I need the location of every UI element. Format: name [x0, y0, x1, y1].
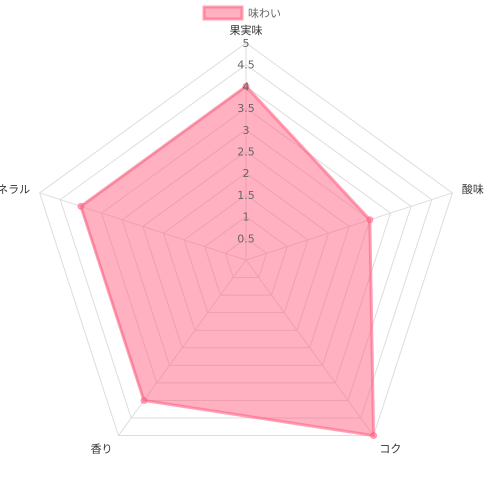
tick-label: 2: [243, 167, 250, 180]
point-label: 酸味: [462, 182, 484, 196]
tick-label: 4.5: [237, 59, 255, 72]
grid-ring: [59, 64, 433, 419]
tick-label: 5: [243, 37, 250, 50]
data-point: [140, 396, 148, 404]
tick-label: 2.5: [237, 146, 255, 159]
tick-label: 4: [243, 80, 250, 93]
tick-label: 3: [243, 124, 250, 137]
legend-label: 味わい: [248, 7, 281, 20]
tick-label: 0.5: [237, 232, 255, 245]
tick-label: 3.5: [237, 102, 255, 115]
point-label: 香り: [91, 443, 113, 456]
data-point: [370, 432, 378, 440]
data-point: [366, 216, 374, 224]
legend-swatch: [202, 5, 244, 21]
data-point: [242, 82, 250, 90]
tick-label: 1.5: [237, 189, 255, 202]
point-label: コク: [379, 443, 401, 456]
tick-label: 1: [243, 211, 250, 224]
point-label: 果実味: [230, 23, 263, 37]
data-area: [79, 84, 376, 438]
grid-ring: [39, 42, 453, 437]
data-point: [77, 202, 85, 210]
point-label: ミネラル: [0, 183, 30, 196]
